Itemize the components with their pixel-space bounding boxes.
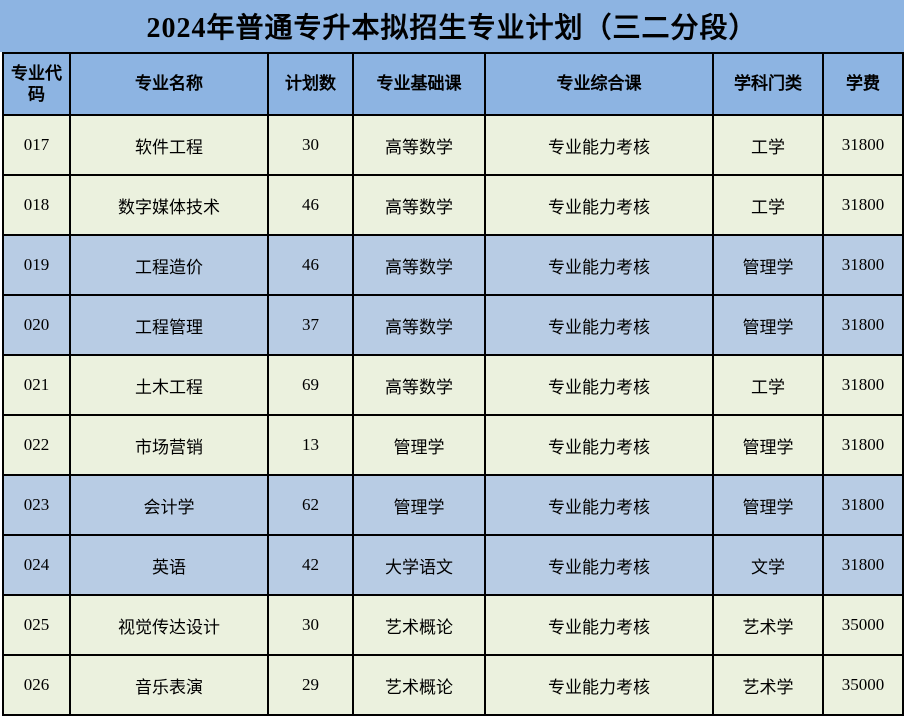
cell-code: 022 xyxy=(2,414,71,476)
column-header-plan: 计划数 xyxy=(267,52,354,116)
cell-basic-course: 高等数学 xyxy=(352,294,486,356)
cell-name: 英语 xyxy=(69,534,269,596)
cell-name: 土木工程 xyxy=(69,354,269,416)
cell-name: 工程管理 xyxy=(69,294,269,356)
cell-plan: 46 xyxy=(267,234,354,296)
cell-code: 018 xyxy=(2,174,71,236)
column-header-discipline: 学科门类 xyxy=(712,52,824,116)
cell-code: 021 xyxy=(2,354,71,416)
cell-comprehensive-course: 专业能力考核 xyxy=(484,534,714,596)
cell-name: 音乐表演 xyxy=(69,654,269,716)
cell-basic-course: 管理学 xyxy=(352,474,486,536)
table-title-bar: 2024年普通专升本拟招生专业计划（三二分段） xyxy=(0,0,904,52)
cell-name: 工程造价 xyxy=(69,234,269,296)
cell-plan: 29 xyxy=(267,654,354,716)
cell-comprehensive-course: 专业能力考核 xyxy=(484,114,714,176)
cell-discipline: 工学 xyxy=(712,174,824,236)
cell-basic-course: 高等数学 xyxy=(352,174,486,236)
cell-code: 026 xyxy=(2,654,71,716)
cell-comprehensive-course: 专业能力考核 xyxy=(484,414,714,476)
cell-comprehensive-course: 专业能力考核 xyxy=(484,354,714,416)
cell-tuition: 31800 xyxy=(822,234,904,296)
table-row: 020 工程管理 37 高等数学 专业能力考核 管理学 31800 xyxy=(2,294,904,356)
cell-basic-course: 高等数学 xyxy=(352,354,486,416)
cell-discipline: 艺术学 xyxy=(712,654,824,716)
table-row: 025 视觉传达设计 30 艺术概论 专业能力考核 艺术学 35000 xyxy=(2,594,904,656)
cell-discipline: 管理学 xyxy=(712,474,824,536)
cell-comprehensive-course: 专业能力考核 xyxy=(484,294,714,356)
cell-tuition: 31800 xyxy=(822,414,904,476)
table-row: 019 工程造价 46 高等数学 专业能力考核 管理学 31800 xyxy=(2,234,904,296)
cell-basic-course: 大学语文 xyxy=(352,534,486,596)
cell-discipline: 管理学 xyxy=(712,294,824,356)
cell-tuition: 31800 xyxy=(822,174,904,236)
cell-tuition: 35000 xyxy=(822,594,904,656)
cell-tuition: 31800 xyxy=(822,474,904,536)
cell-name: 会计学 xyxy=(69,474,269,536)
cell-discipline: 管理学 xyxy=(712,414,824,476)
column-header-tuition: 学费 xyxy=(822,52,904,116)
column-header-name: 专业名称 xyxy=(69,52,269,116)
cell-discipline: 艺术学 xyxy=(712,594,824,656)
table-row: 024 英语 42 大学语文 专业能力考核 文学 31800 xyxy=(2,534,904,596)
cell-name: 视觉传达设计 xyxy=(69,594,269,656)
cell-plan: 62 xyxy=(267,474,354,536)
cell-comprehensive-course: 专业能力考核 xyxy=(484,594,714,656)
cell-comprehensive-course: 专业能力考核 xyxy=(484,174,714,236)
cell-name: 市场营销 xyxy=(69,414,269,476)
cell-discipline: 工学 xyxy=(712,354,824,416)
column-header-comprehensive-course: 专业综合课 xyxy=(484,52,714,116)
table-row: 026 音乐表演 29 艺术概论 专业能力考核 艺术学 35000 xyxy=(2,654,904,716)
cell-code: 020 xyxy=(2,294,71,356)
column-header-code: 专业代码 xyxy=(2,52,71,116)
cell-comprehensive-course: 专业能力考核 xyxy=(484,474,714,536)
cell-discipline: 文学 xyxy=(712,534,824,596)
cell-plan: 30 xyxy=(267,114,354,176)
cell-comprehensive-course: 专业能力考核 xyxy=(484,654,714,716)
table-row: 017 软件工程 30 高等数学 专业能力考核 工学 31800 xyxy=(2,114,904,176)
cell-code: 025 xyxy=(2,594,71,656)
cell-plan: 42 xyxy=(267,534,354,596)
header-row: 专业代码 专业名称 计划数 专业基础课 专业综合课 学科门类 学费 xyxy=(2,52,904,116)
table-container: 专业代码 专业名称 计划数 专业基础课 专业综合课 学科门类 学费 017 软件… xyxy=(0,52,904,716)
cell-plan: 37 xyxy=(267,294,354,356)
cell-comprehensive-course: 专业能力考核 xyxy=(484,234,714,296)
cell-code: 024 xyxy=(2,534,71,596)
cell-plan: 46 xyxy=(267,174,354,236)
cell-code: 023 xyxy=(2,474,71,536)
cell-plan: 13 xyxy=(267,414,354,476)
cell-discipline: 工学 xyxy=(712,114,824,176)
cell-code: 019 xyxy=(2,234,71,296)
table-row: 023 会计学 62 管理学 专业能力考核 管理学 31800 xyxy=(2,474,904,536)
page-title: 2024年普通专升本拟招生专业计划（三二分段） xyxy=(146,13,758,44)
cell-basic-course: 艺术概论 xyxy=(352,594,486,656)
table-row: 018 数字媒体技术 46 高等数学 专业能力考核 工学 31800 xyxy=(2,174,904,236)
cell-tuition: 31800 xyxy=(822,354,904,416)
cell-tuition: 35000 xyxy=(822,654,904,716)
admission-plan-table: 专业代码 专业名称 计划数 专业基础课 专业综合课 学科门类 学费 017 软件… xyxy=(2,52,904,716)
cell-plan: 69 xyxy=(267,354,354,416)
cell-tuition: 31800 xyxy=(822,114,904,176)
cell-code: 017 xyxy=(2,114,71,176)
cell-basic-course: 高等数学 xyxy=(352,114,486,176)
cell-name: 数字媒体技术 xyxy=(69,174,269,236)
cell-basic-course: 高等数学 xyxy=(352,234,486,296)
table-row: 021 土木工程 69 高等数学 专业能力考核 工学 31800 xyxy=(2,354,904,416)
table-row: 022 市场营销 13 管理学 专业能力考核 管理学 31800 xyxy=(2,414,904,476)
cell-name: 软件工程 xyxy=(69,114,269,176)
cell-discipline: 管理学 xyxy=(712,234,824,296)
cell-tuition: 31800 xyxy=(822,534,904,596)
cell-basic-course: 管理学 xyxy=(352,414,486,476)
cell-basic-course: 艺术概论 xyxy=(352,654,486,716)
cell-plan: 30 xyxy=(267,594,354,656)
column-header-basic-course: 专业基础课 xyxy=(352,52,486,116)
cell-tuition: 31800 xyxy=(822,294,904,356)
